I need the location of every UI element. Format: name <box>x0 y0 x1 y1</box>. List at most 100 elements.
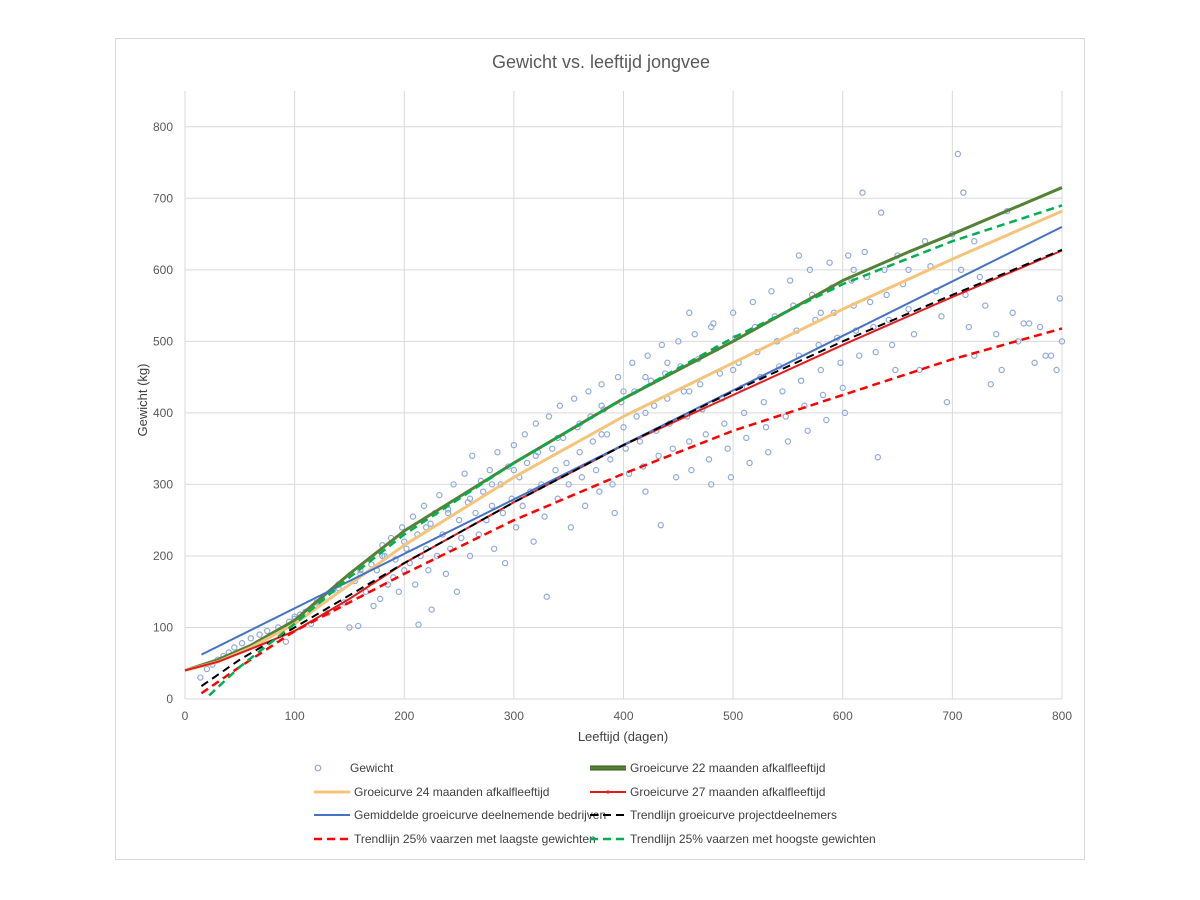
scatter-point-24 <box>346 624 353 631</box>
scatter-point-252 <box>1036 323 1044 331</box>
legend-item-0: Gewicht <box>314 761 394 775</box>
scatter-point-87 <box>521 431 529 438</box>
scatter-point-247 <box>1009 309 1016 316</box>
scatter-point-63 <box>455 516 463 524</box>
scatter-point-197 <box>819 391 827 399</box>
scatter-point-264 <box>664 359 671 367</box>
scatter-point-105 <box>570 395 578 402</box>
scatter-point-64 <box>458 534 465 542</box>
scatter-point-58 <box>442 570 450 578</box>
scatter-point-189 <box>797 377 805 384</box>
y-axis-title: Gewicht (kg) <box>135 364 150 437</box>
legend-label-1: Groeicurve 22 maanden afkalfleeftijd <box>630 761 825 775</box>
legend-label-3: Groeicurve 27 maanden afkalfleeftijd <box>630 785 825 799</box>
scatter-point-90 <box>530 538 537 545</box>
scatter-point-68 <box>469 452 476 459</box>
y-tick-label-3: 300 <box>153 477 173 491</box>
y-tick-label-5: 500 <box>153 334 173 348</box>
scatter-point-236 <box>957 266 965 274</box>
scatter-point-260 <box>850 266 857 274</box>
scatter-point-262 <box>708 323 715 331</box>
scatter-point-226 <box>905 305 912 313</box>
legend-item-2: Groeicurve 24 maanden afkalfleeftijd <box>314 785 549 799</box>
scatter-point-286 <box>642 409 649 417</box>
scatter-point-212 <box>861 248 868 256</box>
y-tick-label-2: 200 <box>153 549 173 563</box>
scatter-point-132 <box>644 352 651 359</box>
x-tick-label-1: 100 <box>285 709 305 723</box>
scatter-point-163 <box>727 474 735 481</box>
scatter-point-30 <box>370 602 377 610</box>
legend-label-7: Trendlijn 25% vaarzen met hoogste gewich… <box>630 832 876 846</box>
scatter-point-113 <box>592 466 600 474</box>
scatter-point-176 <box>762 423 770 431</box>
scatter-point-249 <box>1020 320 1027 327</box>
series-lines <box>184 186 1063 697</box>
scatter-point-168 <box>740 409 748 417</box>
scatter-point-69 <box>472 509 479 517</box>
scatter-point-108 <box>578 474 586 481</box>
scatter-point-206 <box>845 252 852 259</box>
scatter-point-149 <box>688 466 695 474</box>
scatter-point-220 <box>883 291 890 299</box>
legend-item-5: Trendlijn groeicurve projectdeelnemers <box>590 808 837 822</box>
scatter-point-253 <box>1042 352 1049 359</box>
scatter-point-184 <box>784 438 792 445</box>
scatter-point-228 <box>916 366 923 374</box>
x-tick-label-5: 500 <box>723 709 743 723</box>
scatter-point-255 <box>1053 366 1060 374</box>
x-tick-label-7: 700 <box>942 709 962 723</box>
scatter-point-218 <box>877 209 885 216</box>
scatter-point-45 <box>412 581 419 588</box>
scatter-point-263 <box>686 309 693 316</box>
scatter-point-104 <box>567 524 575 531</box>
legend-item-6: Trendlijn 25% vaarzen met laagste gewich… <box>314 832 596 846</box>
scatter-point-261 <box>795 252 803 259</box>
scatter-point-103 <box>565 481 572 488</box>
scatter-point-256 <box>1058 338 1066 345</box>
scatter-point-107 <box>576 449 583 456</box>
scatter-point-51 <box>425 567 432 574</box>
scatter-point-44 <box>409 513 417 520</box>
scatter-point-227 <box>910 331 918 338</box>
scatter-point-7 <box>238 640 246 647</box>
scatter-point-205 <box>841 409 849 417</box>
x-tick-labels: 0 100 200 300 400 500 600 700 800 <box>182 709 1073 723</box>
scatter-point-237 <box>960 189 967 196</box>
legend: Gewicht Groeicurve 22 maanden afkalfleeft… <box>314 761 876 846</box>
scatter-point-138 <box>658 341 666 349</box>
series-line-5 <box>200 327 1063 695</box>
scatter-point-10 <box>264 627 271 635</box>
scatter-point-196 <box>817 366 825 374</box>
scatter-point-267 <box>598 402 605 409</box>
scatter-point-241 <box>976 273 983 281</box>
scatter-point-159 <box>716 370 724 377</box>
scatter-point-216 <box>872 348 879 356</box>
scatter-point-222 <box>888 341 896 349</box>
scatter-point-0 <box>197 674 204 681</box>
legend-marker-3 <box>606 790 610 794</box>
scatter-point-259 <box>905 266 912 274</box>
legend-item-4: Gemiddelde groeicurve deelnemende bedrij… <box>314 808 606 822</box>
scatter-point-282 <box>817 309 825 316</box>
scatter-point-233 <box>943 398 951 406</box>
y-tick-label-1: 100 <box>153 620 173 634</box>
scatter-point-84 <box>512 524 520 531</box>
chart: Gewicht vs. leeftijd jongvee 0 100 200 300 4… <box>135 52 1073 846</box>
scatter-point-243 <box>987 381 994 388</box>
scatter-point-155 <box>705 456 713 463</box>
series-line-1 <box>184 209 1063 672</box>
scatter-point-12 <box>282 638 290 645</box>
scatter-point-198 <box>823 416 830 424</box>
y-tick-label-0: 0 <box>166 692 173 706</box>
scatter-point-245 <box>998 366 1005 374</box>
scatter-point-251 <box>1031 359 1038 367</box>
scatter-point-40 <box>398 524 406 531</box>
scatter-point-86 <box>519 502 526 510</box>
scatter-point-185 <box>786 277 794 284</box>
scatter-point-284 <box>729 366 737 374</box>
scatter-point-232 <box>938 313 945 320</box>
scatter-point-162 <box>724 445 731 452</box>
scatter-point-211 <box>859 189 866 196</box>
scatter-point-120 <box>611 509 618 517</box>
